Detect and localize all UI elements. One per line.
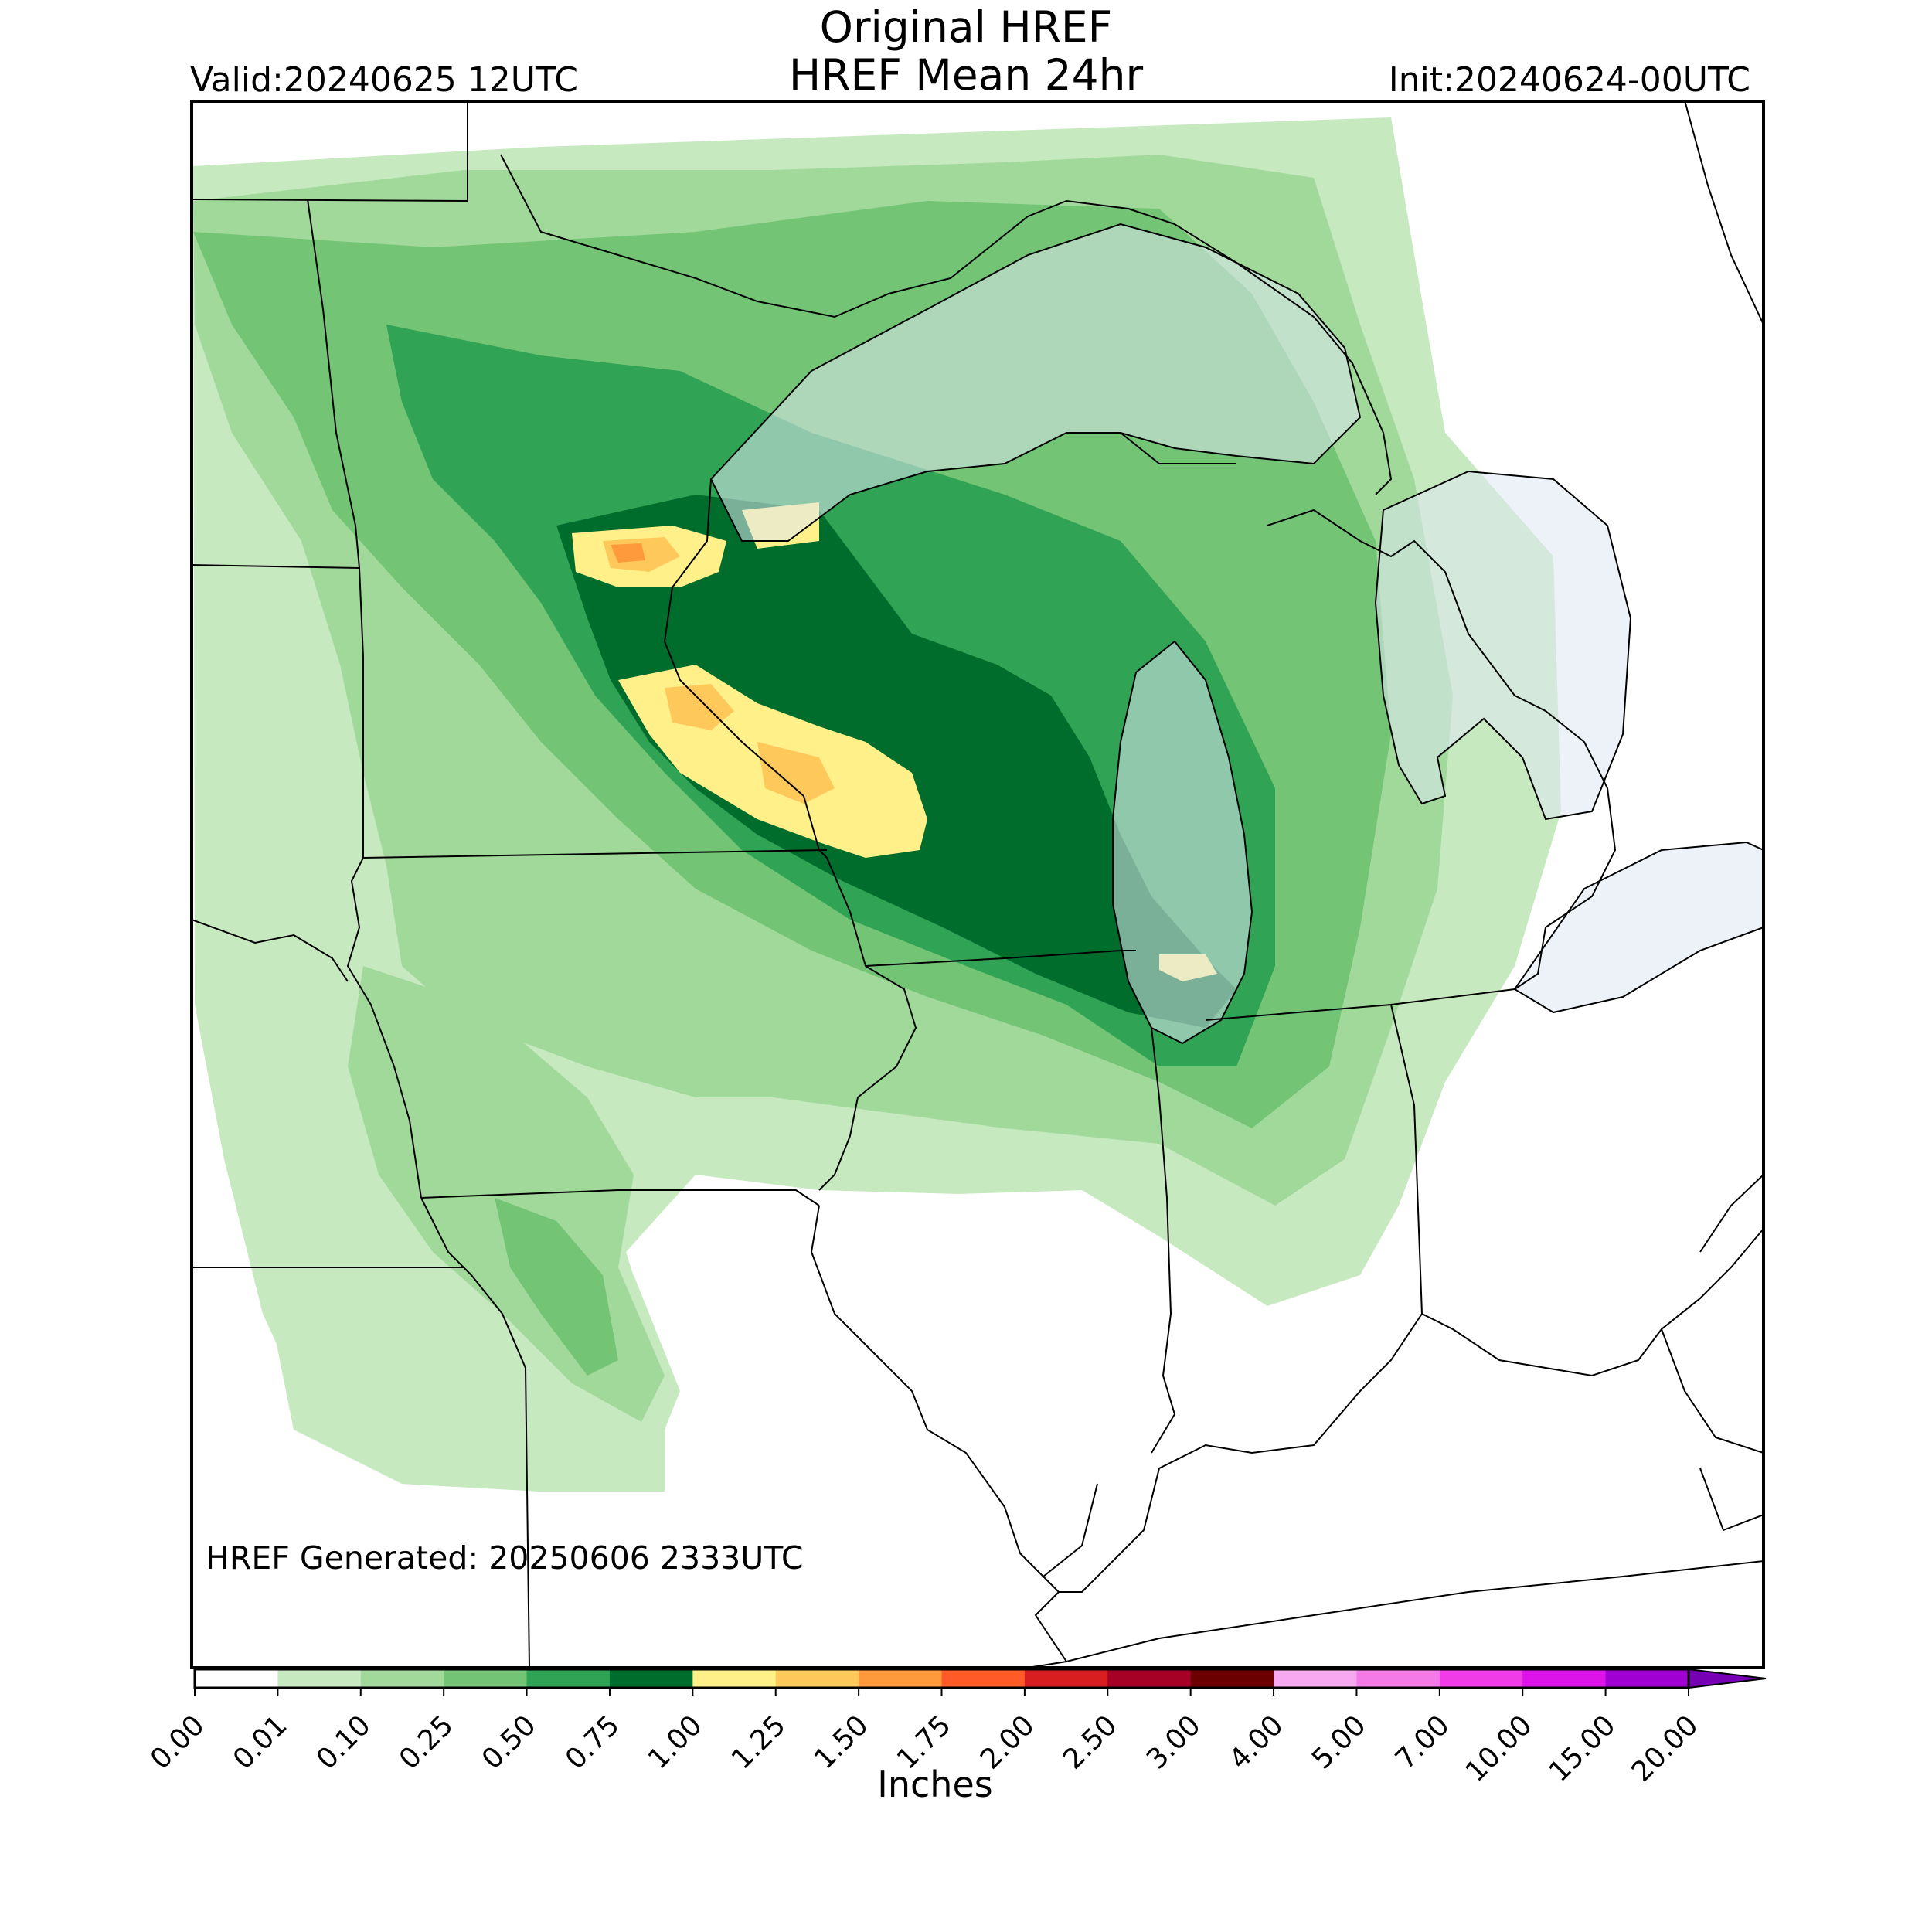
- in-oh-line: [1390, 1004, 1423, 1315]
- map-frame: [190, 100, 1765, 1669]
- mn-wi-line: [663, 478, 828, 859]
- lake-erie: [1513, 841, 1764, 1014]
- colorbar-segment: [1274, 1669, 1357, 1688]
- ia-mo-line: [420, 1189, 820, 1206]
- colorbar-segment: [941, 1669, 1026, 1688]
- nd-sd-line: [192, 564, 360, 569]
- precip-0.25-sw: [495, 1198, 618, 1376]
- canada-border: [192, 101, 1393, 495]
- colorbar-segment: [526, 1669, 611, 1688]
- precip-0.75: [556, 495, 1236, 1028]
- colorbar-segment: [692, 1669, 777, 1688]
- colorbar-segment: [1190, 1669, 1274, 1688]
- mo-west: [420, 1197, 530, 1668]
- generated-timestamp: HREF Generated: 20250606 2333UTC: [206, 1539, 804, 1577]
- boundaries: [192, 101, 1764, 1668]
- colorbar-segment: [277, 1669, 362, 1688]
- valid-time-label: Valid:20240625 12UTC: [190, 60, 579, 100]
- colorbar-segment: [1356, 1669, 1440, 1688]
- great-lakes-north: [1684, 101, 1764, 1253]
- sd-west: [359, 567, 364, 858]
- colorbar-segment: [1439, 1669, 1523, 1688]
- ky-tn-line: [1027, 1560, 1764, 1668]
- precip-1.50: [611, 543, 645, 563]
- colorbar-segment: [1107, 1669, 1192, 1688]
- colorbar-segment: [1024, 1669, 1108, 1688]
- mn-ia-line: [362, 849, 828, 859]
- chart-title-line1: Original HREF: [819, 2, 1113, 52]
- lake-superior: [709, 223, 1362, 542]
- init-time-label: Init:20240624-00UTC: [1388, 60, 1750, 100]
- colorbar-segment: [195, 1669, 278, 1688]
- precip-field: [193, 117, 1561, 1492]
- great-lakes: [709, 223, 1764, 1045]
- mi-up: [1120, 432, 1236, 464]
- chart-title-line2: HREF Mean 24hr: [788, 50, 1144, 100]
- wv-line: [1661, 1328, 1764, 1454]
- il-in-line: [1151, 1027, 1176, 1454]
- colorbar-units-label: Inches: [877, 1764, 993, 1805]
- colorbar-segment: [609, 1669, 693, 1688]
- sd-ne-line: [192, 919, 349, 982]
- minnesota-west: [307, 199, 360, 569]
- ohio-river: [1034, 1228, 1764, 1662]
- colorbar-segment: [1605, 1669, 1689, 1688]
- colorbar-segment: [1522, 1669, 1607, 1688]
- mi-lp-east: [1267, 509, 1617, 990]
- colorbar-segment: [360, 1669, 444, 1688]
- ia-il-river: [818, 857, 917, 1191]
- il-mo-sb: [1043, 1483, 1098, 1577]
- precip-1.25: [757, 742, 835, 804]
- ia-west: [346, 857, 422, 1199]
- colorbar-extend-arrow: [1688, 1668, 1767, 1689]
- colorbar-segment: [444, 1669, 528, 1688]
- precip-1.25: [665, 684, 734, 730]
- va-line: [1699, 1468, 1764, 1532]
- wi-il-line: [865, 950, 1136, 967]
- lake-huron: [1374, 470, 1632, 821]
- colorbar-segment: [859, 1669, 942, 1688]
- lake-michigan: [1112, 640, 1253, 1045]
- mi-in-line: [1205, 988, 1515, 1021]
- il-river-south: [810, 1205, 1160, 1593]
- colorbar-segment: [775, 1669, 859, 1688]
